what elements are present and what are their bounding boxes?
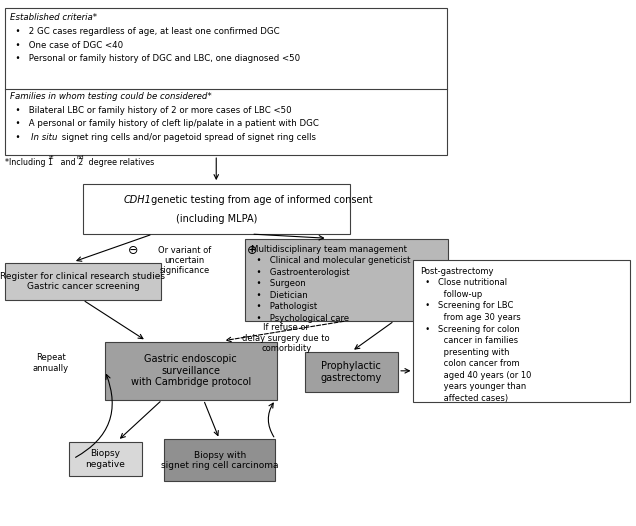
- Text: st: st: [49, 155, 55, 160]
- Text: Established criteria*: Established criteria*: [10, 13, 97, 22]
- Text: presenting with: presenting with: [420, 348, 509, 357]
- Text: Or variant of
uncertain
significance: Or variant of uncertain significance: [158, 246, 211, 276]
- Text: •   2 GC cases regardless of age, at least one confirmed DGC: • 2 GC cases regardless of age, at least…: [10, 27, 280, 36]
- Text: Prophylactic
gastrectomy: Prophylactic gastrectomy: [321, 361, 382, 383]
- Text: •   Gastroenterologist: • Gastroenterologist: [251, 268, 350, 277]
- FancyBboxPatch shape: [164, 439, 275, 481]
- Text: Biopsy
negative: Biopsy negative: [85, 449, 125, 469]
- Text: years younger than: years younger than: [420, 382, 526, 391]
- Text: Families in whom testing could be considered*: Families in whom testing could be consid…: [10, 92, 212, 101]
- FancyBboxPatch shape: [105, 342, 277, 400]
- Text: colon cancer from: colon cancer from: [420, 359, 520, 368]
- FancyBboxPatch shape: [69, 442, 142, 476]
- Text: •   Clinical and molecular geneticist: • Clinical and molecular geneticist: [251, 256, 411, 265]
- Text: If refuse or
delay surgery due to
comorbidity: If refuse or delay surgery due to comorb…: [242, 323, 330, 353]
- FancyBboxPatch shape: [83, 184, 350, 234]
- Text: affected cases): affected cases): [420, 394, 508, 403]
- Text: ⊖: ⊖: [128, 244, 139, 257]
- Text: Gastric endoscopic
surveillance
with Cambridge protocol: Gastric endoscopic surveillance with Cam…: [130, 354, 251, 388]
- FancyBboxPatch shape: [5, 263, 161, 300]
- Text: cancer in families: cancer in families: [420, 336, 518, 345]
- FancyBboxPatch shape: [305, 352, 398, 392]
- Text: Register for clinical research studies
Gastric cancer screening: Register for clinical research studies G…: [1, 272, 165, 291]
- Text: degree relatives: degree relatives: [86, 158, 155, 167]
- Text: aged 40 years (or 10: aged 40 years (or 10: [420, 371, 531, 380]
- Text: •: •: [10, 133, 29, 142]
- Text: Biopsy with
signet ring cell carcinoma: Biopsy with signet ring cell carcinoma: [161, 451, 279, 470]
- Text: •   Screening for LBC: • Screening for LBC: [420, 301, 513, 310]
- Text: •   Bilateral LBC or family history of 2 or more cases of LBC <50: • Bilateral LBC or family history of 2 o…: [10, 106, 292, 115]
- Text: In situ: In situ: [31, 133, 57, 142]
- Text: •   Close nutritional: • Close nutritional: [420, 278, 507, 287]
- Text: •   One case of DGC <40: • One case of DGC <40: [10, 41, 123, 49]
- Text: •   Surgeon: • Surgeon: [251, 279, 306, 288]
- Text: *Including 1: *Including 1: [5, 158, 53, 167]
- Text: from age 30 years: from age 30 years: [420, 313, 520, 322]
- Text: •   A personal or family history of cleft lip/palate in a patient with DGC: • A personal or family history of cleft …: [10, 119, 319, 128]
- Text: signet ring cells and/or pagetoid spread of signet ring cells: signet ring cells and/or pagetoid spread…: [59, 133, 316, 142]
- Text: •   Psychological care: • Psychological care: [251, 314, 349, 323]
- Text: (including MLPA): (including MLPA): [176, 214, 257, 224]
- Text: •   Screening for colon: • Screening for colon: [420, 325, 520, 333]
- Text: Multidisciplinary team management: Multidisciplinary team management: [251, 245, 407, 254]
- Text: and 2: and 2: [58, 158, 83, 167]
- Text: Post-gastrectomy: Post-gastrectomy: [420, 267, 494, 276]
- Text: •   Dietician: • Dietician: [251, 291, 308, 300]
- FancyBboxPatch shape: [245, 239, 448, 321]
- Text: CDH1: CDH1: [124, 195, 152, 205]
- Text: •   Personal or family history of DGC and LBC, one diagnosed <50: • Personal or family history of DGC and …: [10, 54, 300, 63]
- Text: genetic testing from age of informed consent: genetic testing from age of informed con…: [148, 195, 373, 205]
- Text: ⊕: ⊕: [247, 244, 258, 257]
- FancyBboxPatch shape: [413, 260, 630, 402]
- Text: •   Pathologist: • Pathologist: [251, 302, 317, 311]
- Text: Repeat
annually: Repeat annually: [33, 353, 69, 372]
- FancyBboxPatch shape: [5, 8, 447, 155]
- Text: follow-up: follow-up: [420, 290, 482, 299]
- Text: nd: nd: [76, 155, 84, 160]
